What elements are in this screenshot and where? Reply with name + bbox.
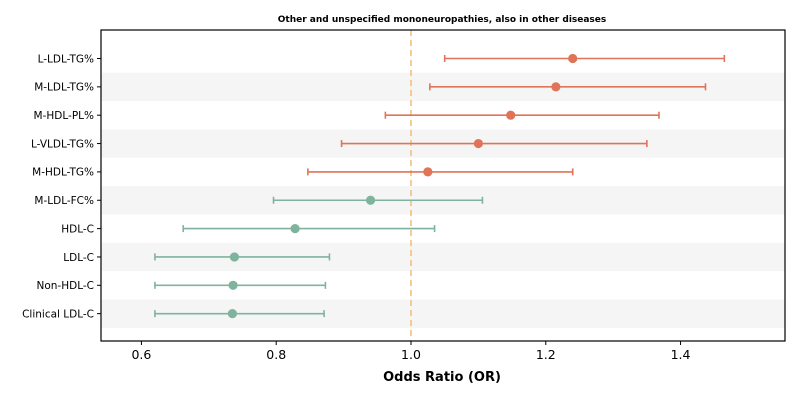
or-point [506, 110, 516, 120]
estimate-row [307, 167, 574, 177]
or-point [551, 82, 561, 92]
or-point [228, 280, 238, 290]
or-point [365, 195, 376, 205]
or-point [229, 252, 240, 262]
y-tick-label: L-VLDL-TG% [31, 138, 94, 150]
y-tick-label: M-LDL-FC% [34, 195, 94, 207]
estimate-row [154, 252, 331, 262]
plot-frame [100, 29, 786, 342]
y-tick-label: HDL-C [61, 223, 94, 235]
or-point [473, 138, 483, 149]
estimate-row [182, 224, 436, 234]
x-axis-label: Odds Ratio (OR) [383, 370, 501, 385]
or-point [423, 167, 433, 177]
or-point [290, 224, 300, 234]
x-axis-ticks: 0.6 0.8 1.0 1.2 1.4 [131, 341, 691, 362]
x-tick-label: 1.2 [536, 347, 556, 362]
x-tick-label: 0.6 [131, 347, 151, 362]
y-tick-label: M-LDL-TG% [34, 82, 94, 94]
or-point [227, 309, 238, 319]
y-tick-label: L-LDL-TG% [38, 53, 94, 65]
estimate-row [340, 138, 648, 149]
estimate-row [272, 195, 484, 205]
estimate-row [443, 53, 726, 64]
y-tick-label: M-HDL-TG% [32, 167, 94, 179]
x-tick-label: 0.8 [266, 347, 286, 362]
or-point [568, 53, 578, 64]
estimate-row [154, 309, 325, 319]
x-tick-label: 1.4 [671, 347, 691, 362]
estimate-row [429, 82, 707, 92]
x-tick-label: 1.0 [401, 347, 421, 362]
chart-title: Other and unspecified mononeuropathies, … [278, 15, 607, 25]
estimate-row [384, 110, 660, 120]
y-tick-label: LDL-C [63, 252, 94, 264]
y-tick-label: Non-HDL-C [37, 280, 95, 292]
y-tick-label: M-HDL-PL% [34, 110, 94, 122]
y-tick-label: Clinical LDL-C [22, 308, 94, 320]
data-rows [154, 53, 726, 319]
y-axis-ticks: L-LDL-TG% M-LDL-TG% M-HDL-PL% L-VLDL-TG% M-H… [22, 53, 101, 320]
estimate-row [154, 280, 327, 290]
